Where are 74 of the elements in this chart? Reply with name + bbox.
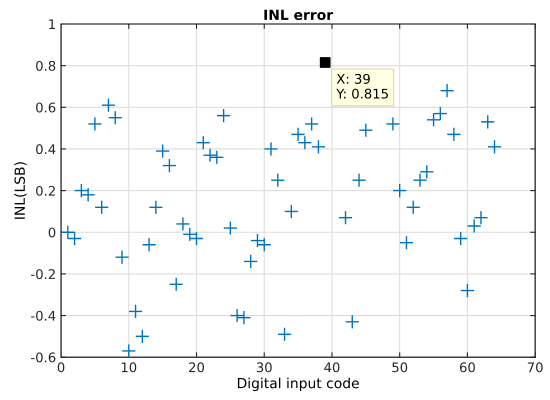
point [453, 231, 468, 246]
x-tick-label: 50 [392, 362, 408, 372]
point [176, 216, 190, 232]
point [108, 110, 123, 125]
point [345, 314, 360, 330]
point [338, 210, 353, 225]
y-tick-label: 0.4 [36, 144, 56, 154]
point [202, 148, 218, 162]
point [223, 220, 238, 236]
y-tick-label: 0.2 [36, 186, 55, 196]
point [270, 172, 286, 188]
point [358, 122, 374, 138]
point [142, 237, 156, 252]
y-tick-label: 1 [49, 19, 55, 30]
y-tick-label: -0.4 [31, 310, 56, 321]
point [230, 308, 244, 323]
point [250, 233, 265, 248]
point [284, 204, 299, 219]
point [304, 116, 319, 132]
point [114, 250, 130, 265]
point [182, 227, 198, 242]
point [243, 254, 258, 269]
point [480, 114, 496, 130]
point [446, 127, 462, 142]
point [148, 200, 164, 215]
point [61, 224, 76, 240]
point [94, 200, 109, 215]
point [311, 140, 326, 154]
point [101, 98, 116, 112]
y-tick-label: -0.2 [31, 269, 55, 280]
y-tick-label: 0.6 [36, 102, 56, 112]
x-tick-label: 20 [189, 362, 204, 372]
point [406, 200, 421, 215]
x-tick-label: 40 [324, 362, 340, 372]
point [67, 231, 82, 246]
point [196, 135, 211, 150]
point [386, 116, 400, 132]
point [320, 57, 331, 68]
point [298, 135, 312, 150]
x-tick-label: 60 [460, 362, 475, 372]
point [155, 144, 170, 158]
y-tick-label: 0 [48, 227, 56, 238]
point [216, 108, 231, 123]
x-tick-label: 10 [122, 362, 136, 372]
point [74, 183, 89, 198]
point [264, 142, 278, 156]
point [256, 237, 272, 252]
point [392, 183, 407, 198]
point [210, 150, 224, 165]
point [80, 187, 96, 202]
point [121, 344, 136, 358]
point [88, 116, 102, 132]
point [168, 277, 184, 292]
point [352, 172, 366, 188]
y-tick-label: -0.6 [31, 352, 56, 362]
point [399, 235, 414, 250]
x-tick-label: 30 [256, 362, 272, 372]
x-tick-label: 70 [528, 362, 543, 372]
point [440, 83, 454, 98]
point [236, 310, 252, 325]
point [162, 158, 177, 173]
point [290, 127, 306, 142]
point [277, 327, 292, 342]
x-tick-label: 0 [58, 362, 64, 372]
point [460, 283, 475, 298]
point [189, 231, 204, 246]
point [128, 304, 143, 319]
y-tick-label: 0.8 [36, 60, 56, 71]
x-axis-title: Digital input code [238, 378, 359, 392]
annotation: X: 39 Y: 0.815 [336, 74, 388, 99]
point [135, 329, 150, 344]
point [487, 140, 502, 154]
chart-title: INL error [264, 10, 334, 20]
y-axis-title: INL(LSB) [14, 162, 27, 219]
